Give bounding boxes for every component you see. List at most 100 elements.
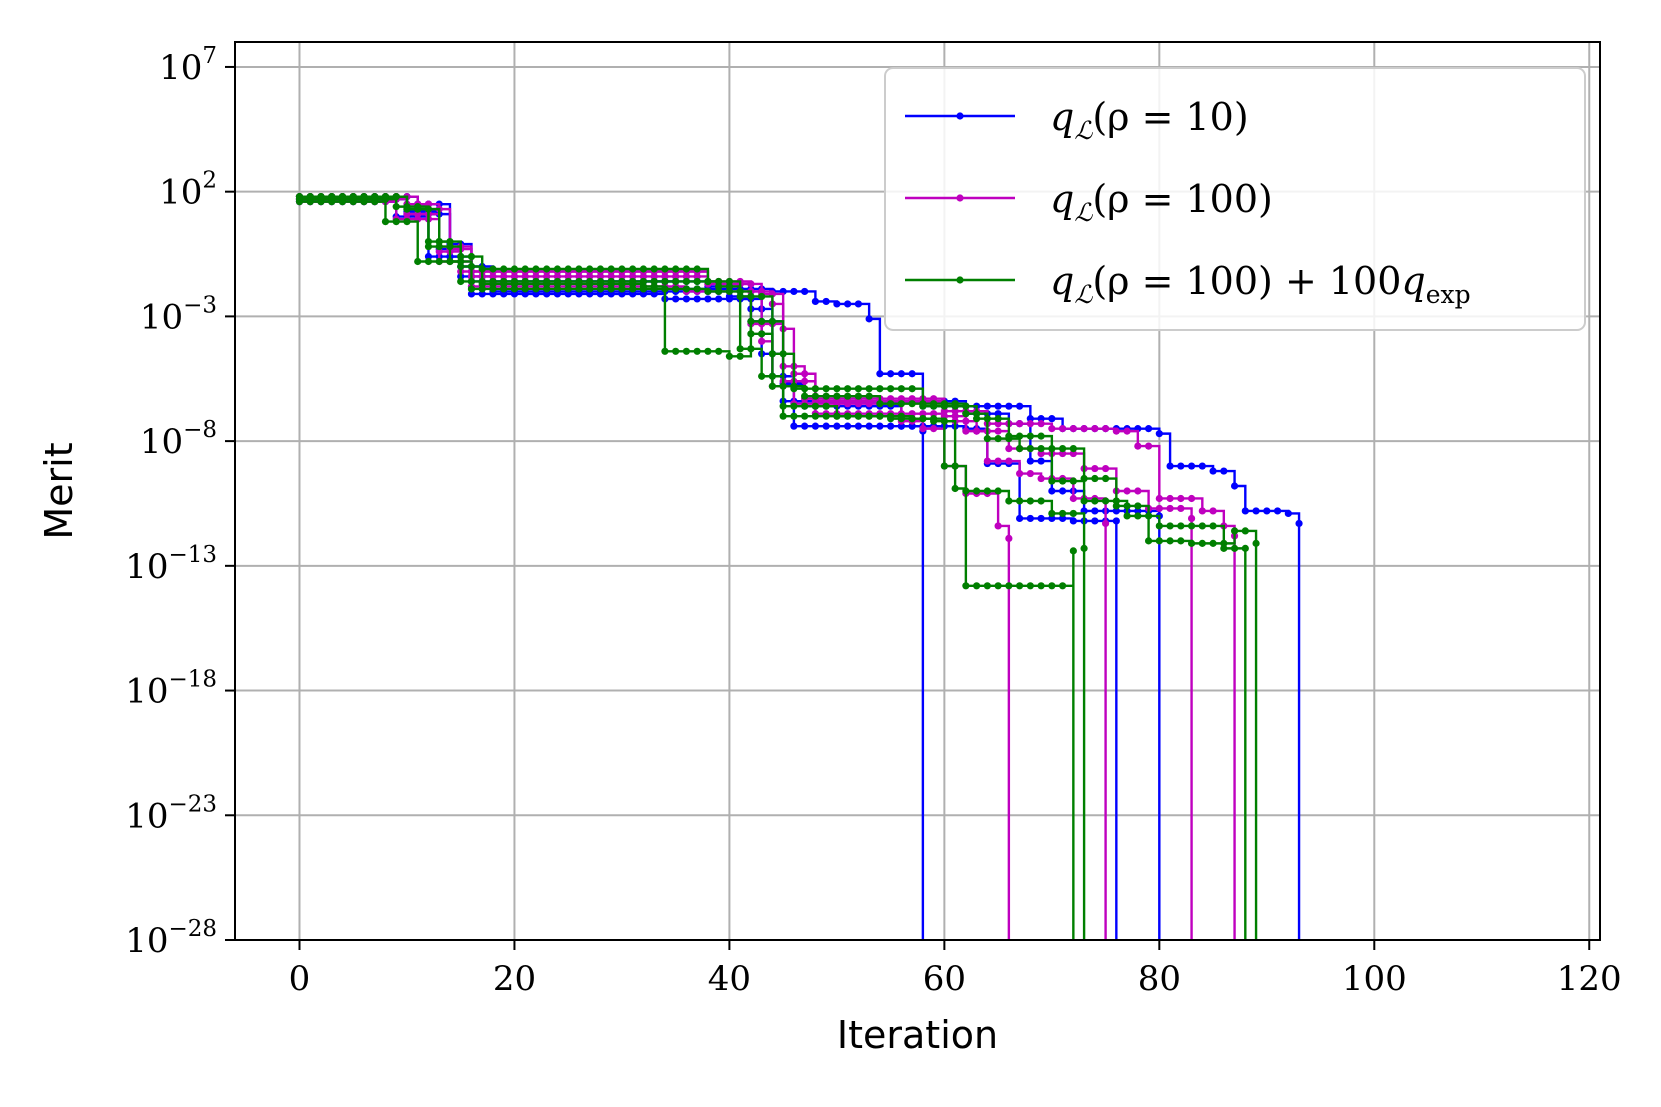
series-point: [1005, 457, 1013, 465]
legend-box: [884, 67, 1586, 331]
series-point: [1048, 514, 1056, 523]
series-point: [1026, 469, 1034, 478]
series-point: [854, 422, 862, 430]
series-point: [1026, 497, 1034, 505]
series-point: [865, 392, 873, 400]
series-point: [392, 218, 400, 226]
series-point: [811, 412, 819, 420]
legend-expression: (ρ = 10): [1092, 95, 1248, 139]
series-point: [586, 265, 594, 273]
series-point: [1069, 494, 1077, 503]
series-point: [553, 277, 562, 286]
y-tick-label: 10−8: [140, 417, 217, 462]
legend-expression: (ρ = 100): [1092, 177, 1273, 221]
x-tick-label: 0: [289, 959, 311, 999]
series-point: [1058, 509, 1067, 518]
series-point: [801, 402, 809, 410]
series-point: [1177, 537, 1185, 545]
series-point: [414, 205, 422, 213]
y-tick-label: 10−3: [140, 292, 217, 337]
legend-marker: [956, 194, 964, 202]
series-point: [489, 272, 497, 281]
series-point: [543, 265, 551, 273]
legend-var: q: [1050, 177, 1074, 221]
series-point: [919, 410, 927, 418]
y-tick-base: 10: [125, 921, 168, 961]
series-point: [876, 400, 884, 408]
series-point: [1058, 449, 1067, 458]
series-point: [553, 272, 562, 281]
series-point: [811, 385, 819, 393]
series-point: [758, 337, 766, 345]
series-point: [1048, 487, 1056, 495]
series-point: [725, 277, 734, 286]
series-point: [822, 392, 830, 400]
series-point: [467, 285, 476, 293]
series-point: [510, 265, 519, 273]
series-point: [1220, 467, 1228, 475]
series-point: [887, 400, 895, 408]
series-point: [983, 457, 991, 465]
plot-series: [295, 193, 1303, 940]
series-point: [779, 412, 787, 420]
series-point: [1016, 432, 1024, 440]
series-point: [833, 300, 841, 308]
series-point: [1016, 402, 1024, 410]
legend-var: q: [1050, 259, 1074, 303]
series-point: [1091, 497, 1099, 505]
series-point: [854, 412, 862, 420]
series-point: [919, 402, 927, 410]
series-point: [317, 193, 325, 201]
series-point: [607, 277, 615, 286]
series-point: [672, 265, 680, 273]
series-point: [919, 415, 927, 423]
series-point: [833, 392, 841, 400]
series-point: [1166, 494, 1174, 503]
y-tick-exponent: −8: [183, 417, 217, 443]
series-point: [1252, 539, 1260, 547]
legend-subscript: ℒ: [1074, 198, 1093, 227]
series-point: [940, 407, 948, 415]
series-point: [467, 290, 476, 298]
series-point: [1230, 527, 1239, 535]
series-point: [951, 462, 959, 470]
series-point: [758, 372, 766, 380]
series-point: [521, 285, 529, 293]
series-point: [564, 265, 572, 273]
series-point: [1069, 425, 1077, 433]
series-point: [575, 265, 583, 273]
series-point: [510, 277, 519, 286]
series-point: [951, 412, 959, 420]
series-point: [682, 285, 691, 293]
series-point: [854, 385, 862, 393]
series-point: [586, 272, 594, 281]
series-point: [1037, 582, 1045, 590]
series-point: [876, 385, 884, 393]
series-point: [1080, 544, 1088, 552]
series-point: [994, 522, 1002, 530]
series-point: [1209, 522, 1217, 530]
series-point: [983, 582, 991, 590]
series-point: [994, 435, 1002, 443]
series-point: [1069, 449, 1077, 458]
series-point: [962, 417, 970, 425]
series-point: [1252, 507, 1260, 515]
series-point: [1058, 425, 1067, 433]
x-tick-label: 100: [1342, 959, 1407, 999]
series-point: [994, 487, 1002, 495]
series-point: [1134, 487, 1142, 495]
series-point: [897, 395, 905, 403]
series-point: [629, 285, 637, 293]
series-point: [1016, 582, 1024, 590]
series-point: [940, 402, 948, 410]
series-point: [1069, 509, 1077, 518]
series-point: [908, 395, 916, 403]
series-point: [1016, 469, 1024, 478]
series-point: [650, 277, 658, 286]
series-point: [854, 300, 862, 308]
series-point: [908, 415, 916, 423]
series-point: [1016, 444, 1024, 453]
series-point: [467, 252, 476, 261]
series-point: [1069, 517, 1077, 525]
x-tick-label: 40: [708, 959, 751, 999]
